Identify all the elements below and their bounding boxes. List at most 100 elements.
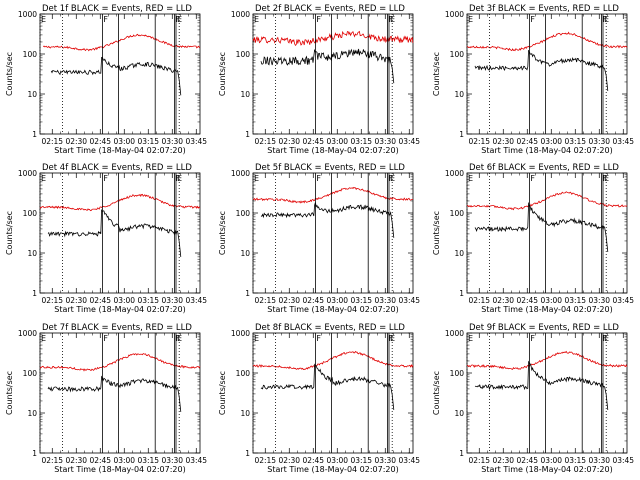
x-tick-label: 03:30 bbox=[374, 296, 396, 305]
lld-series-line bbox=[467, 31, 628, 52]
panel-det-8: Det 8f BLACK = Events, RED = LLD 1 10 100 10… bbox=[218, 323, 420, 474]
x-tick-label: 03:00 bbox=[113, 456, 135, 465]
y-tick-label: 1000 bbox=[445, 10, 464, 19]
lld-series-line bbox=[39, 353, 201, 372]
x-tick-label: 02:45 bbox=[89, 296, 111, 305]
time-marker-label: E bbox=[41, 174, 46, 183]
y-tick-label: 1000 bbox=[18, 329, 37, 338]
lld-series-line bbox=[39, 193, 201, 212]
y-axis-label: Counts/sec bbox=[218, 52, 227, 96]
events-series-line bbox=[260, 202, 395, 238]
x-tick-label: 03:45 bbox=[612, 137, 634, 146]
y-tick-label: 1000 bbox=[231, 169, 250, 178]
x-tick-label: 02:15 bbox=[468, 296, 490, 305]
panel-det-3: Det 3f BLACK = Events, RED = LLD 1 10 100 10… bbox=[432, 4, 634, 155]
x-tick-label: 02:15 bbox=[254, 296, 276, 305]
x-tick-label: 03:15 bbox=[564, 296, 586, 305]
y-tick-label: 100 bbox=[450, 369, 465, 378]
x-tick-label: 03:30 bbox=[161, 137, 183, 146]
x-tick-label: 03:30 bbox=[161, 296, 183, 305]
y-tick-label: 1 bbox=[459, 449, 464, 458]
time-marker-label: F bbox=[388, 334, 393, 343]
y-tick-label: 10 bbox=[27, 90, 37, 99]
time-marker-label: F bbox=[316, 334, 321, 343]
x-tick-label: 03:15 bbox=[137, 296, 159, 305]
y-tick-label: 100 bbox=[450, 50, 465, 59]
x-axis-label: Start Time (18-May-04 02:07:20) bbox=[267, 146, 398, 155]
x-tick-label: 03:30 bbox=[588, 456, 610, 465]
x-tick-label: 03:00 bbox=[540, 296, 562, 305]
time-marker-label: E bbox=[390, 174, 395, 183]
y-tick-label: 10 bbox=[240, 409, 250, 418]
events-series-line bbox=[474, 49, 609, 91]
time-marker-label: F bbox=[103, 15, 108, 24]
events-series-line bbox=[50, 56, 182, 96]
y-axis-label: Counts/sec bbox=[218, 371, 227, 415]
panel-title: Det 2f BLACK = Events, RED = LLD bbox=[255, 4, 405, 14]
x-tick-label: 02:15 bbox=[41, 456, 63, 465]
y-tick-label: 100 bbox=[23, 50, 38, 59]
time-marker-label: F bbox=[530, 15, 535, 24]
panel-title: Det 3f BLACK = Events, RED = LLD bbox=[469, 4, 619, 14]
x-tick-label: 02:45 bbox=[89, 456, 111, 465]
x-tick-label: 03:30 bbox=[374, 456, 396, 465]
events-series-line bbox=[474, 201, 609, 252]
time-marker-label: E bbox=[604, 174, 609, 183]
y-tick-label: 1 bbox=[32, 289, 37, 298]
y-tick-label: 1000 bbox=[231, 329, 250, 338]
panel-det-4: Det 4f BLACK = Events, RED = LLD 1 10 100 10… bbox=[5, 163, 207, 314]
time-marker-label: F bbox=[103, 174, 108, 183]
y-tick-label: 100 bbox=[236, 50, 251, 59]
x-tick-label: 03:15 bbox=[137, 456, 159, 465]
y-axis-label: Counts/sec bbox=[432, 211, 441, 255]
y-tick-label: 1000 bbox=[18, 10, 37, 19]
x-tick-label: 02:45 bbox=[302, 137, 324, 146]
x-tick-label: 03:45 bbox=[185, 137, 207, 146]
x-tick-label: 02:15 bbox=[468, 137, 490, 146]
y-tick-label: 1 bbox=[459, 289, 464, 298]
y-axis-label: Counts/sec bbox=[5, 211, 14, 255]
x-tick-label: 03:30 bbox=[588, 137, 610, 146]
x-tick-label: 02:30 bbox=[278, 137, 300, 146]
y-tick-label: 1000 bbox=[445, 169, 464, 178]
panel-title: Det 5f BLACK = Events, RED = LLD bbox=[255, 163, 405, 173]
y-tick-label: 1 bbox=[245, 130, 250, 139]
x-tick-label: 03:45 bbox=[185, 456, 207, 465]
x-axis-label: Start Time (18-May-04 02:07:20) bbox=[267, 465, 398, 474]
time-marker-label: F bbox=[175, 334, 180, 343]
y-tick-label: 1 bbox=[459, 130, 464, 139]
y-tick-label: 1000 bbox=[18, 169, 37, 178]
time-marker-label: F bbox=[602, 334, 607, 343]
lld-series-line bbox=[252, 350, 414, 370]
time-marker-label: E bbox=[390, 15, 395, 24]
time-marker-label: F bbox=[388, 15, 393, 24]
panel-det-2: Det 2f BLACK = Events, RED = LLD 1 10 100 10… bbox=[218, 4, 420, 155]
events-series-line bbox=[474, 360, 609, 410]
y-tick-label: 10 bbox=[27, 249, 37, 258]
panel-det-6: Det 6f BLACK = Events, RED = LLD 1 10 100 10… bbox=[432, 163, 634, 314]
time-marker-label: F bbox=[103, 334, 108, 343]
time-marker-label: E bbox=[177, 334, 182, 343]
y-tick-label: 100 bbox=[23, 209, 38, 218]
x-tick-label: 02:30 bbox=[492, 456, 514, 465]
x-tick-label: 02:30 bbox=[278, 296, 300, 305]
x-axis-label: Start Time (18-May-04 02:07:20) bbox=[54, 465, 185, 474]
y-tick-label: 10 bbox=[454, 249, 464, 258]
time-marker-label: E bbox=[468, 174, 473, 183]
events-series-line bbox=[260, 363, 395, 410]
x-tick-label: 03:00 bbox=[326, 137, 348, 146]
x-tick-label: 02:15 bbox=[254, 137, 276, 146]
panel-title: Det 7f BLACK = Events, RED = LLD bbox=[42, 323, 192, 333]
x-tick-label: 02:30 bbox=[65, 137, 87, 146]
y-tick-label: 1000 bbox=[445, 329, 464, 338]
x-tick-label: 02:30 bbox=[492, 137, 514, 146]
lld-series-line bbox=[466, 191, 628, 211]
x-tick-label: 02:30 bbox=[492, 296, 514, 305]
x-tick-label: 03:30 bbox=[588, 296, 610, 305]
y-axis-label: Counts/sec bbox=[5, 371, 14, 415]
x-tick-label: 02:45 bbox=[302, 456, 324, 465]
panel-title: Det 4f BLACK = Events, RED = LLD bbox=[42, 163, 192, 173]
y-tick-label: 100 bbox=[450, 209, 465, 218]
x-tick-label: 03:00 bbox=[326, 296, 348, 305]
panel-title: Det 9f BLACK = Events, RED = LLD bbox=[469, 323, 619, 333]
